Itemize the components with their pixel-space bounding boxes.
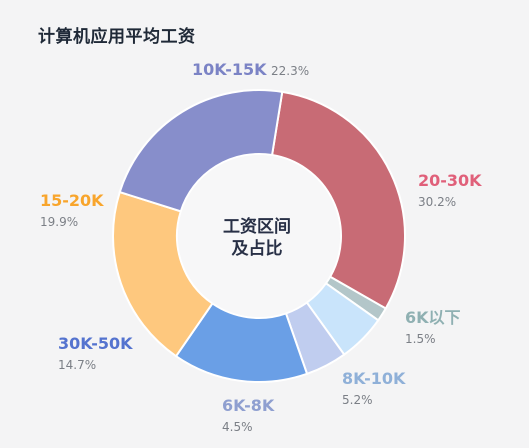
donut-hole (178, 155, 340, 317)
slice-label: 20-30K (418, 171, 482, 190)
slice-value-label: 4.5% (222, 420, 253, 434)
chart-title: 计算机应用平均工资 (38, 27, 196, 47)
center-label-line1: 工资区间 (223, 216, 291, 237)
slice-15-20K[interactable] (112, 190, 214, 358)
slice-value-label: 14.7% (58, 358, 96, 372)
slice-label: 8K-10K (342, 369, 406, 388)
slice-value-label: 1.5% (405, 332, 436, 346)
slice-label: 10K-15K (192, 60, 267, 79)
slice-value-label: 30.2% (418, 195, 456, 209)
slice-label: 30K-50K (58, 334, 133, 353)
slice-10K-15K[interactable] (118, 89, 284, 213)
slice-value-label: 19.9% (40, 215, 78, 229)
slice-20-30K[interactable] (270, 90, 406, 310)
slice-label: 6K以下 (405, 308, 461, 327)
slice-label: 6K-8K (222, 396, 275, 415)
slice-label: 15-20K (40, 191, 104, 210)
slice-value-label: 5.2% (342, 393, 373, 407)
slice-value-label: 22.3% (271, 64, 309, 78)
center-label-line2: 及占比 (232, 238, 283, 259)
